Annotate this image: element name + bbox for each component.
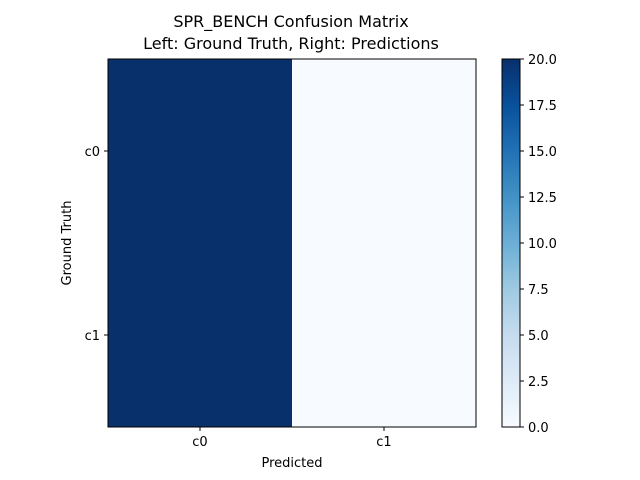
heatmap-cell (108, 59, 293, 244)
heatmap-cell (108, 243, 293, 428)
x-axis-ticks: c0 c1 (192, 427, 392, 450)
y-axis-label: Ground Truth (60, 201, 75, 286)
colorbar-tick-label: 10.0 (528, 237, 557, 252)
heatmap-cell (292, 59, 477, 244)
y-axis-ticks: c0 c1 (85, 145, 108, 344)
colorbar-tick-label: 12.5 (528, 191, 557, 206)
colorbar-tick-label: 17.5 (528, 99, 557, 114)
colorbar-tick-label: 5.0 (528, 329, 549, 344)
heatmap-cell (292, 243, 477, 428)
colorbar-tick-label: 0.0 (528, 421, 549, 436)
colorbar-tick-label: 20.0 (528, 53, 557, 68)
heatmap-cells (108, 59, 477, 428)
chart-subtitle: Left: Ground Truth, Right: Predictions (143, 34, 439, 53)
x-tick-label: c0 (192, 435, 207, 450)
y-tick-label: c1 (85, 329, 100, 344)
colorbar-tick-label: 2.5 (528, 375, 549, 390)
y-tick-label: c0 (85, 145, 100, 160)
colorbar-ticks: 0.0 2.5 5.0 7.5 10.0 12.5 15.0 17.5 20.0 (520, 53, 557, 436)
chart-title: SPR_BENCH Confusion Matrix (173, 12, 408, 32)
x-tick-label: c1 (376, 435, 391, 450)
colorbar-tick-label: 15.0 (528, 145, 557, 160)
colorbar-tick-label: 7.5 (528, 283, 549, 298)
colorbar (501, 58, 521, 428)
x-axis-label: Predicted (261, 456, 322, 471)
plot-frame (107, 58, 477, 428)
